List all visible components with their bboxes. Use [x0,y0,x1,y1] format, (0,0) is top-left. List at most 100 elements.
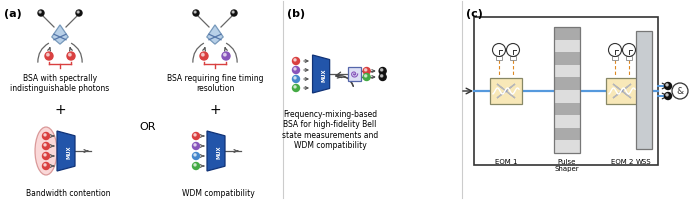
Circle shape [194,12,196,14]
Circle shape [293,67,300,74]
FancyBboxPatch shape [612,57,618,61]
Circle shape [194,144,196,146]
Circle shape [232,12,234,14]
FancyBboxPatch shape [348,68,360,82]
Circle shape [69,54,71,57]
FancyBboxPatch shape [554,40,580,53]
Text: EOM 2: EOM 2 [611,158,634,164]
Circle shape [222,53,230,61]
Circle shape [666,84,668,87]
Text: (b): (b) [287,9,305,19]
Polygon shape [497,92,515,99]
Text: MUX: MUX [66,145,71,158]
Circle shape [294,77,296,80]
Circle shape [231,11,237,17]
Polygon shape [497,85,515,92]
Circle shape [45,53,53,61]
Text: WDM compatibility: WDM compatibility [181,188,254,197]
Circle shape [363,68,370,75]
Polygon shape [312,56,330,94]
Circle shape [193,143,200,150]
Circle shape [67,53,75,61]
FancyBboxPatch shape [474,18,658,165]
Polygon shape [613,92,631,99]
FancyBboxPatch shape [496,57,502,61]
Circle shape [44,154,46,156]
Text: MUX: MUX [321,68,326,81]
Polygon shape [57,131,75,171]
Text: (c): (c) [466,9,483,19]
Circle shape [44,144,46,146]
Circle shape [43,163,50,170]
Text: Pulse
Shaper: Pulse Shaper [554,158,580,171]
Text: +: + [54,102,66,116]
Circle shape [379,74,386,81]
FancyBboxPatch shape [606,79,638,104]
Circle shape [379,68,386,75]
Circle shape [381,69,383,72]
FancyBboxPatch shape [626,57,632,61]
Circle shape [76,11,82,17]
Circle shape [381,75,383,78]
Text: MUX: MUX [216,145,221,158]
FancyBboxPatch shape [554,116,580,128]
FancyBboxPatch shape [636,32,652,149]
Circle shape [294,68,296,71]
FancyBboxPatch shape [554,128,580,141]
FancyBboxPatch shape [554,65,580,78]
Circle shape [200,53,208,61]
Text: BSA with spectrally
indistinguishable photons: BSA with spectrally indistinguishable ph… [10,74,110,93]
Text: WSS: WSS [636,158,652,164]
FancyBboxPatch shape [554,103,580,116]
Circle shape [365,75,367,78]
Circle shape [293,76,300,83]
Text: Frequency-mixing-based
BSA for high-fidelity Bell
state measurements and
WDM com: Frequency-mixing-based BSA for high-fide… [282,109,378,149]
Circle shape [365,69,367,72]
Circle shape [39,12,41,14]
Polygon shape [613,85,631,92]
Circle shape [194,164,196,166]
Circle shape [43,153,50,160]
Circle shape [193,133,200,140]
FancyBboxPatch shape [554,78,580,91]
FancyBboxPatch shape [554,91,580,103]
FancyBboxPatch shape [510,57,516,61]
Polygon shape [207,131,225,171]
Circle shape [194,134,196,136]
Polygon shape [52,26,69,45]
Circle shape [43,143,50,150]
Circle shape [363,74,370,81]
Ellipse shape [35,127,57,175]
Circle shape [666,94,668,97]
Text: OR: OR [140,121,156,131]
Text: Bandwidth contention: Bandwidth contention [26,188,111,197]
Circle shape [293,85,300,92]
Circle shape [77,12,79,14]
Polygon shape [206,26,223,45]
Circle shape [44,164,46,166]
Circle shape [44,134,46,136]
Circle shape [294,59,296,62]
Circle shape [193,11,199,17]
Circle shape [43,133,50,140]
Text: (a): (a) [4,9,22,19]
FancyBboxPatch shape [554,53,580,65]
FancyBboxPatch shape [554,28,580,40]
Circle shape [202,54,204,57]
Circle shape [293,58,300,65]
Circle shape [38,11,44,17]
Circle shape [294,86,296,89]
Circle shape [664,93,671,100]
Circle shape [47,54,49,57]
Text: BSA requiring fine timing
resolution: BSA requiring fine timing resolution [167,74,263,93]
Circle shape [672,84,688,100]
Circle shape [193,163,200,170]
Circle shape [194,154,196,156]
Circle shape [664,83,671,90]
Text: EOM 1: EOM 1 [495,158,517,164]
Text: +: + [209,102,220,116]
FancyBboxPatch shape [554,141,580,153]
FancyBboxPatch shape [490,79,522,104]
Circle shape [193,153,200,160]
Text: &: & [676,87,684,96]
